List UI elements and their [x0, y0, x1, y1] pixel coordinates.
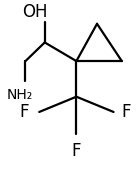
- Text: F: F: [121, 103, 131, 121]
- Text: F: F: [72, 142, 81, 160]
- Text: F: F: [19, 103, 29, 121]
- Text: NH₂: NH₂: [7, 88, 33, 102]
- Text: OH: OH: [22, 3, 48, 21]
